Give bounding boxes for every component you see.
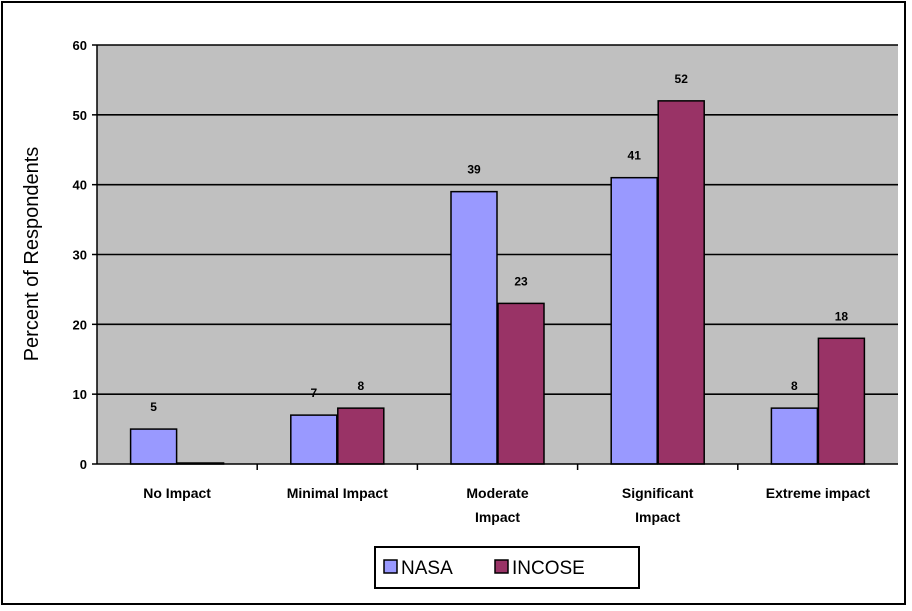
y-tick-label: 50 (73, 108, 87, 123)
data-label: 5 (150, 400, 157, 414)
x-category-label: Impact (635, 509, 680, 525)
bar-incose-2 (497, 302, 545, 465)
bar-nasa-4 (770, 407, 819, 465)
bar-incose-3 (657, 100, 705, 465)
x-category-label: Significant (622, 485, 694, 501)
y-tick-label: 60 (73, 38, 87, 53)
y-axis-label: Percent of Respondents (21, 147, 43, 362)
legend-label: INCOSE (512, 558, 585, 579)
x-category-label: No Impact (143, 485, 211, 501)
bar-nasa-0 (129, 428, 178, 465)
legend-label: NASA (401, 558, 453, 579)
y-tick-label: 20 (73, 317, 87, 332)
y-tick-label: 0 (80, 457, 87, 472)
data-label: 23 (514, 274, 528, 288)
y-tick-label: 30 (73, 248, 87, 263)
data-label: 8 (791, 379, 798, 393)
y-tick-label: 10 (73, 387, 87, 402)
x-category-label: Moderate (466, 485, 528, 501)
bar-nasa-1 (290, 414, 338, 465)
data-label: 52 (675, 72, 689, 86)
y-tick-label: 40 (73, 178, 87, 193)
data-label: 41 (628, 149, 642, 163)
bar-nasa-2 (450, 190, 498, 465)
legend-swatch-incose (494, 559, 509, 574)
x-category-label: Extreme impact (766, 485, 871, 501)
bar-nasa-3 (610, 176, 658, 465)
data-label: 18 (835, 309, 849, 323)
data-label: 7 (310, 386, 317, 400)
bar-incose-4 (817, 337, 866, 465)
data-label: 39 (467, 163, 481, 177)
bar-incose-1 (337, 407, 385, 465)
legend-swatch-nasa (383, 559, 398, 574)
legend: NASA INCOSE (374, 546, 640, 589)
data-label: 8 (357, 379, 364, 393)
x-category-label: Minimal Impact (287, 485, 388, 501)
x-category-label: Impact (475, 509, 520, 525)
